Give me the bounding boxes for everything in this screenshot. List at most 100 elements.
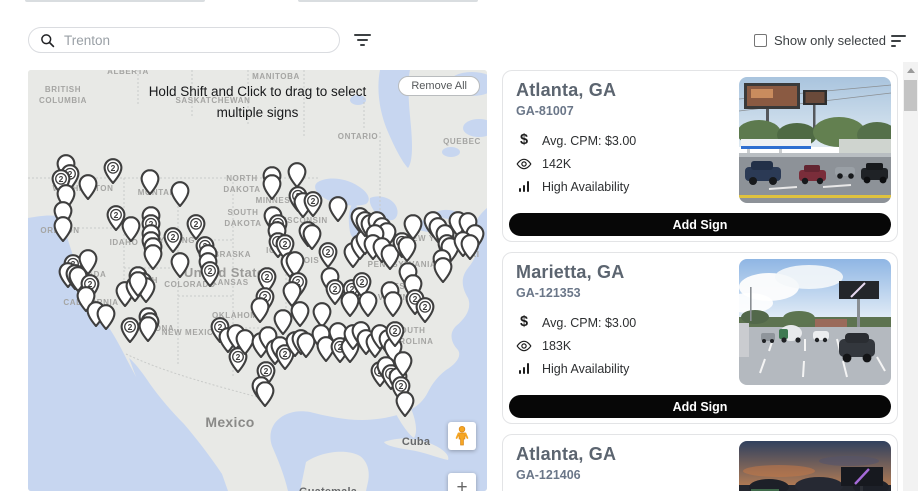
map-pin[interactable] <box>273 309 293 336</box>
map-pin-cluster[interactable]: 2 <box>186 214 206 241</box>
svg-text:2: 2 <box>393 326 398 336</box>
svg-text:2: 2 <box>128 322 133 332</box>
show-only-selected-label: Show only selected <box>774 33 887 48</box>
scroll-thumb[interactable] <box>904 80 917 111</box>
svg-text:2: 2 <box>423 302 428 312</box>
svg-text:2: 2 <box>296 277 301 287</box>
map-pin[interactable] <box>393 351 413 378</box>
map-pin[interactable] <box>262 174 282 201</box>
availability-row: High Availability <box>516 179 897 194</box>
scroll-up-arrow[interactable] <box>906 68 915 73</box>
cpm-row: $ Avg. CPM: $3.00 <box>516 133 897 148</box>
map-pin-cluster[interactable]: 2 <box>325 279 345 306</box>
svg-text:2: 2 <box>171 232 176 242</box>
map-pin[interactable] <box>140 169 160 196</box>
map-pin[interactable] <box>96 304 116 331</box>
map-pin[interactable] <box>287 162 307 189</box>
search-input[interactable]: Trenton <box>28 27 340 53</box>
show-only-selected-checkbox[interactable] <box>754 34 767 47</box>
map-pin-cluster[interactable]: 2 <box>120 317 140 344</box>
map-pin-cluster[interactable]: 2 <box>415 297 435 324</box>
svg-text:2: 2 <box>114 210 119 220</box>
map-pin[interactable] <box>128 271 148 298</box>
cutoff-field-right <box>298 0 478 2</box>
map-pin-cluster[interactable]: 2 <box>106 205 126 232</box>
cpm-value: Avg. CPM: $3.00 <box>542 315 637 330</box>
views-row: 183K <box>516 338 897 353</box>
instruction-line-1: Hold Shift and Click to drag to select <box>148 84 367 99</box>
show-only-selected-toggle[interactable]: Show only selected <box>754 33 886 48</box>
map-pin-cluster[interactable]: 2 <box>103 158 123 185</box>
cpm-row: $ Avg. CPM: $3.00 <box>516 315 897 330</box>
pegman-control[interactable] <box>448 422 476 450</box>
sign-list: Atlanta, GA GA-81007 $ Avg. CPM: $3.00 1… <box>502 70 898 491</box>
map-pin[interactable] <box>235 329 255 356</box>
sort-icon[interactable] <box>891 35 906 47</box>
map-pin[interactable] <box>250 297 270 324</box>
cpm-value: Avg. CPM: $3.00 <box>542 133 637 148</box>
zoom-in-button[interactable]: + <box>448 473 476 491</box>
map-pin[interactable] <box>395 391 415 418</box>
remove-all-button[interactable]: Remove All <box>398 76 480 96</box>
map-pin[interactable] <box>78 249 98 276</box>
svg-text:2: 2 <box>265 272 270 282</box>
map-instruction: Hold Shift and Click to drag to select m… <box>93 82 423 124</box>
map-pin[interactable] <box>328 196 348 223</box>
sign-card: Atlanta, GA GA-121406 $ <box>502 434 898 491</box>
svg-text:2: 2 <box>283 349 288 359</box>
map-pin[interactable] <box>340 291 360 318</box>
svg-text:2: 2 <box>338 342 343 352</box>
svg-text:2: 2 <box>399 381 404 391</box>
search-placeholder: Trenton <box>64 32 111 48</box>
views-value: 142K <box>542 156 572 171</box>
map-pin[interactable] <box>255 381 275 408</box>
add-sign-button[interactable]: Add Sign <box>509 213 891 236</box>
map-pin[interactable] <box>433 257 453 284</box>
views-value: 183K <box>542 338 572 353</box>
map-pin[interactable] <box>78 174 98 201</box>
map-pin-cluster[interactable]: 2 <box>163 227 183 254</box>
map-pin[interactable] <box>138 316 158 343</box>
svg-text:2: 2 <box>88 279 93 289</box>
svg-text:2: 2 <box>59 174 64 184</box>
sign-city: Atlanta, GA <box>516 80 617 100</box>
sign-id: GA-121406 <box>516 468 581 482</box>
map-pin[interactable] <box>170 252 190 279</box>
svg-text:2: 2 <box>208 266 213 276</box>
sign-photo <box>739 441 891 491</box>
map-pin[interactable] <box>383 291 403 318</box>
map-pin-cluster[interactable]: 2 <box>318 242 338 269</box>
svg-text:2: 2 <box>326 247 331 257</box>
instruction-line-2: multiple signs <box>216 104 299 120</box>
map-pin-cluster[interactable]: 2 <box>385 321 405 348</box>
sign-card: Atlanta, GA GA-81007 $ Avg. CPM: $3.00 1… <box>502 70 898 242</box>
svg-text:2: 2 <box>263 292 268 302</box>
svg-text:2: 2 <box>68 169 73 179</box>
cutoff-field-left <box>25 0 205 2</box>
filter-icon[interactable] <box>354 34 371 46</box>
map-pin[interactable] <box>460 234 480 261</box>
svg-text:2: 2 <box>194 219 199 229</box>
svg-text:2: 2 <box>264 366 269 376</box>
svg-text:2: 2 <box>111 163 116 173</box>
map-pin[interactable] <box>403 214 423 241</box>
map[interactable]: ALBERTA MANITOBA BRITISH COLUMBIA SASKATCHE… <box>28 70 487 491</box>
availability-value: High Availability <box>542 361 630 376</box>
add-sign-button[interactable]: Add Sign <box>509 395 891 418</box>
map-pin[interactable] <box>121 216 141 243</box>
pegman-icon <box>455 426 469 446</box>
svg-text:2: 2 <box>333 284 338 294</box>
map-pin[interactable] <box>143 244 163 271</box>
map-pin[interactable] <box>397 236 417 263</box>
map-pin[interactable] <box>170 181 190 208</box>
svg-text:2: 2 <box>149 219 154 229</box>
map-pin-cluster[interactable]: 2 <box>200 261 220 288</box>
map-pin[interactable] <box>358 291 378 318</box>
sign-city: Marietta, GA <box>516 262 625 282</box>
map-pin[interactable] <box>302 224 322 251</box>
sign-id: GA-121353 <box>516 286 581 300</box>
list-scrollbar[interactable] <box>903 62 918 491</box>
map-pin[interactable] <box>290 301 310 328</box>
map-pin[interactable] <box>53 216 73 243</box>
map-pin-cluster[interactable]: 2 <box>303 191 323 218</box>
